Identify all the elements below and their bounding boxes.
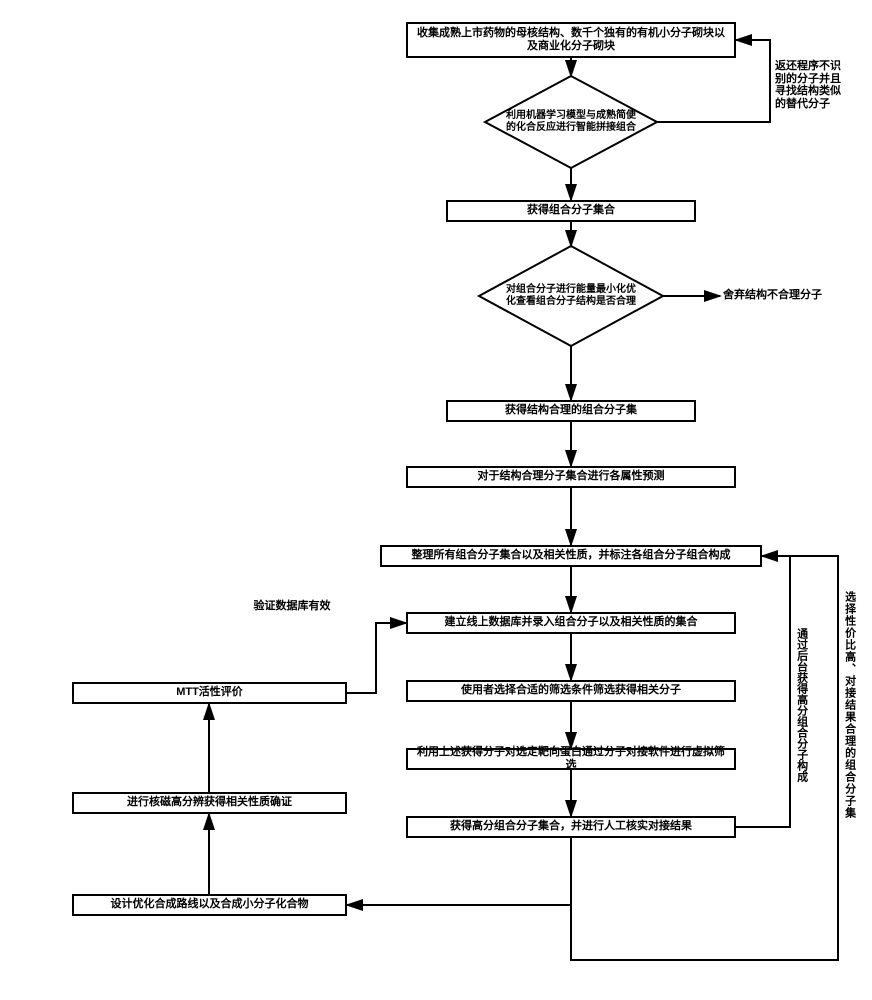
label-select-cost-effective: 选择性价比高、对接结果合理的组合分子集 xyxy=(843,560,856,850)
label-backend-highscore: 通过后台获得高分组合分子构成 xyxy=(795,610,808,800)
node-user-filter: 使用者选择合适的筛选条件筛选获得相关分子 xyxy=(406,680,736,702)
node-collect: 收集成熟上市药物的母核结构、数千个独有的有机小分子砌块以及商业化分子砌块 xyxy=(406,22,736,58)
node-get-set: 获得组合分子集合 xyxy=(446,200,696,222)
node-predict: 对于结构合理分子集合进行各属性预测 xyxy=(406,466,736,488)
node-synthesis: 设计优化合成路线以及合成小分子化合物 xyxy=(72,894,347,916)
node-energy-min: 对组合分子进行能量最小化优化查看组合分子结构是否合理 xyxy=(479,246,663,346)
node-organize: 整理所有组合分子集合以及相关性质，并标注各组合分子组合构成 xyxy=(380,545,762,567)
node-ml-combine: 利用机器学习模型与成熟简便的化合反应进行智能拼接组合 xyxy=(485,76,657,168)
node-highscore: 获得高分组合分子集合，并进行人工核实对接结果 xyxy=(406,816,736,838)
node-mtt: MTT活性评价 xyxy=(72,682,347,704)
node-database: 建立线上数据库并录入组合分子以及相关性质的集合 xyxy=(406,612,736,634)
node-reasonable-set: 获得结构合理的组合分子集 xyxy=(446,400,696,422)
node-docking: 利用上述获得分子对选定靶向蛋白通过分子对接软件进行虚拟筛选 xyxy=(406,748,736,770)
label-return-unrecognized: 返还程序不识别的分子并且寻找结构类似的替代分子 xyxy=(775,60,845,111)
node-nmr: 进行核磁高分辨获得相关性质确证 xyxy=(72,792,347,814)
label-discard: 舍弃结构不合理分子 xyxy=(723,289,853,302)
flow-lines xyxy=(0,0,872,1000)
label-validate-db: 验证数据库有效 xyxy=(222,600,362,613)
